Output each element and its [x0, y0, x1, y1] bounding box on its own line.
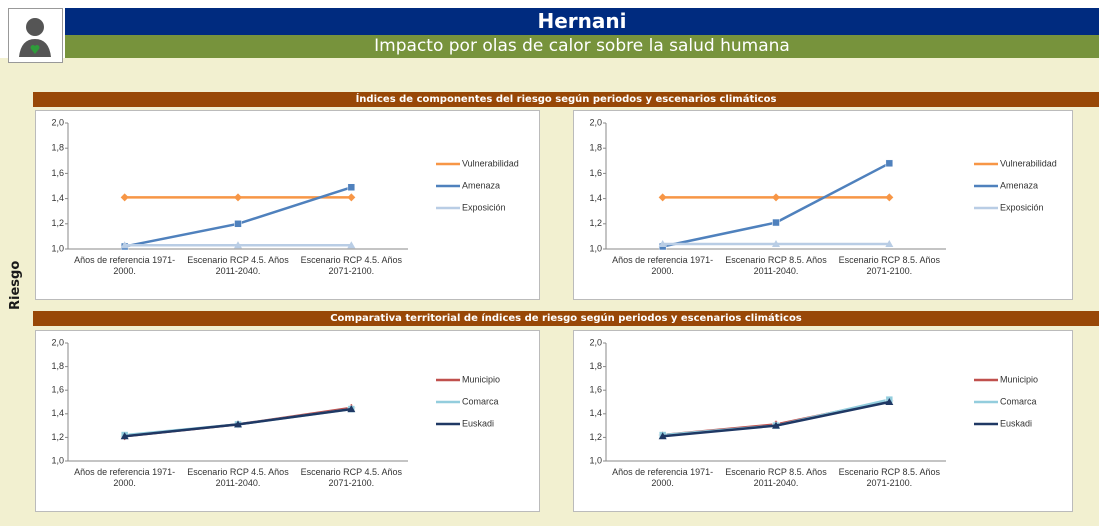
line	[662, 399, 890, 437]
x-tick-label: Años de referencia 1971-2000.	[74, 467, 176, 488]
y-tick-label: 1,0	[589, 243, 602, 253]
legend-label: Vulnerabilidad	[462, 158, 519, 168]
side-label: Riesgo	[8, 260, 23, 310]
y-tick-label: 1,0	[589, 455, 602, 465]
x-tick-label: Escenario RCP 4.5. Años 2071-2100.	[300, 467, 403, 488]
y-tick-label: 2,0	[589, 337, 602, 347]
y-tick-label: 1,4	[51, 193, 64, 203]
y-tick-label: 1,6	[51, 168, 64, 178]
marker	[234, 220, 242, 228]
marker	[885, 193, 894, 202]
chart-panel: 1,0 1,2 1,4 1,6 1,8 2,0 Municipio Comarca Euskad…	[573, 330, 1073, 512]
icon	[8, 8, 63, 63]
header-subtitle: Impacto por olas de calor sobre la salud…	[65, 35, 1099, 58]
y-tick-label: 1,6	[589, 385, 602, 395]
x-tick-label: Años de referencia 1971-2000.	[612, 467, 714, 488]
y-tick-label: 2,0	[51, 117, 64, 127]
legend-label: Exposición	[462, 202, 506, 212]
x-tick-label: Escenario RCP 4.5. Años 2011-2040.	[187, 255, 289, 276]
y-tick-label: 1,8	[589, 143, 602, 153]
legend-label: Municipio	[462, 374, 500, 384]
legend-label: Municipio	[1000, 374, 1038, 384]
x-tick-label: Años de referencia 1971-2000.	[612, 255, 714, 276]
y-tick-label: 1,0	[51, 243, 64, 253]
x-tick-label: Escenario RCP 8.5. Años 2071-2100.	[838, 255, 941, 276]
chart: 1,0 1,2 1,4 1,6 1,8 2,0 Vulnerabilidad Amenaza E…	[589, 117, 1057, 253]
header-title: Hernani	[65, 8, 1099, 35]
marker	[885, 159, 894, 168]
chart: 1,0 1,2 1,4 1,6 1,8 2,0 Municipio Comarca Euskad…	[51, 337, 500, 465]
y-tick-label: 1,4	[51, 408, 64, 418]
y-tick-label: 1,2	[51, 218, 64, 228]
y-tick-label: 1,2	[589, 218, 602, 228]
marker	[347, 241, 356, 249]
y-tick-label: 1,2	[589, 432, 602, 442]
legend-label: Euskadi	[462, 418, 494, 428]
marker	[658, 239, 667, 247]
line	[662, 162, 890, 248]
marker	[347, 183, 356, 192]
legend-label: Amenaza	[462, 180, 500, 190]
legend-label: Euskadi	[1000, 418, 1032, 428]
section-title: Comparativa territorial de índices de ri…	[33, 311, 1099, 326]
legend-label: Comarca	[1000, 396, 1037, 406]
marker	[772, 421, 780, 429]
marker	[120, 432, 129, 440]
icon-graphic	[19, 18, 51, 57]
y-tick-label: 2,0	[589, 117, 602, 127]
legend-label: Comarca	[462, 396, 499, 406]
x-tick-label: Escenario RCP 8.5. Años 2011-2040.	[725, 467, 827, 488]
y-tick-label: 1,4	[589, 408, 602, 418]
y-tick-label: 1,0	[51, 455, 64, 465]
marker	[885, 398, 894, 405]
line	[662, 398, 890, 437]
marker	[772, 218, 780, 227]
x-tick-label: Escenario RCP 4.5. Años 2011-2040.	[187, 467, 289, 488]
marker	[234, 420, 242, 428]
marker	[658, 193, 667, 202]
marker	[120, 193, 129, 202]
x-tick-label: Escenario RCP 4.5. Años 2071-2100.	[300, 255, 403, 276]
marker	[772, 193, 780, 202]
chart-panel: 1,0 1,2 1,4 1,6 1,8 2,0 Vulnerabilidad Amenaza E…	[35, 110, 540, 300]
y-tick-label: 1,8	[51, 361, 64, 371]
marker	[347, 405, 356, 413]
x-tick-label: Escenario RCP 8.5. Años 2071-2100.	[838, 467, 941, 488]
marker	[658, 432, 667, 440]
marker	[772, 239, 780, 247]
legend-label: Amenaza	[1000, 180, 1038, 190]
y-tick-label: 1,8	[51, 143, 64, 153]
chart-panel: 1,0 1,2 1,4 1,6 1,8 2,0 Municipio Comarca Euskad…	[35, 330, 540, 512]
y-tick-label: 1,8	[589, 361, 602, 371]
marker	[234, 193, 242, 202]
marker	[885, 239, 894, 247]
y-tick-label: 1,4	[589, 193, 602, 203]
marker	[120, 241, 129, 249]
y-tick-label: 1,6	[51, 385, 64, 395]
marker	[347, 193, 356, 202]
y-tick-label: 1,6	[589, 168, 602, 178]
legend-label: Vulnerabilidad	[1000, 158, 1057, 168]
section-title: Índices de componentes del riesgo según …	[33, 92, 1099, 107]
legend-label: Exposición	[1000, 202, 1044, 212]
marker	[234, 241, 242, 249]
x-tick-label: Años de referencia 1971-2000.	[74, 255, 176, 276]
x-tick-label: Escenario RCP 8.5. Años 2011-2040.	[725, 255, 827, 276]
chart: 1,0 1,2 1,4 1,6 1,8 2,0 Municipio Comarca Euskad…	[589, 337, 1038, 465]
chart: 1,0 1,2 1,4 1,6 1,8 2,0 Vulnerabilidad Amenaza E…	[51, 117, 519, 253]
chart-panel: 1,0 1,2 1,4 1,6 1,8 2,0 Vulnerabilidad Amenaza E…	[573, 110, 1073, 300]
y-tick-label: 2,0	[51, 337, 64, 347]
y-tick-label: 1,2	[51, 432, 64, 442]
